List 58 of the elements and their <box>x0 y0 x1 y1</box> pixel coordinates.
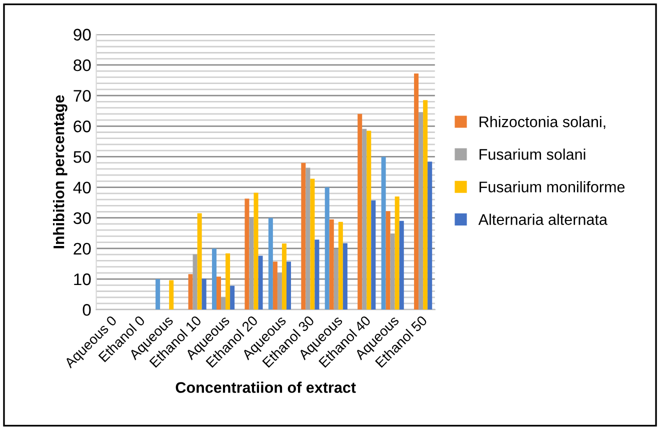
bar <box>192 254 198 310</box>
bar <box>226 253 230 310</box>
y-axis-title: Inhibition percentage <box>53 95 68 248</box>
bar <box>386 211 390 310</box>
bar <box>188 274 193 310</box>
bar <box>334 249 338 310</box>
bar <box>268 218 273 310</box>
y-tick-label: 0 <box>82 304 91 316</box>
bar <box>342 243 348 310</box>
bar <box>230 286 235 310</box>
bar <box>362 128 367 310</box>
bar <box>249 218 254 310</box>
bar <box>381 156 386 310</box>
bar <box>338 222 343 310</box>
bar <box>277 272 282 310</box>
x-axis-title: Concentratiion of extract <box>176 382 356 393</box>
bar <box>254 192 258 310</box>
bar <box>282 244 286 310</box>
bar <box>399 220 404 310</box>
bar <box>221 297 226 310</box>
y-tick-label: 50 <box>74 151 91 163</box>
y-tick-label: 80 <box>74 59 91 72</box>
bar <box>428 162 432 310</box>
bar <box>202 278 206 310</box>
bar <box>156 279 160 310</box>
legend-label: Fusarium moniliforme <box>480 181 625 192</box>
bar <box>197 213 202 310</box>
bar <box>358 114 362 310</box>
y-tick-label: 30 <box>74 212 91 224</box>
bar <box>371 200 376 310</box>
bar <box>314 240 320 310</box>
bar <box>244 198 250 310</box>
bar <box>366 130 372 310</box>
y-tick-label: 40 <box>73 182 91 194</box>
y-tick-label: 60 <box>74 120 91 132</box>
bar <box>390 233 395 310</box>
bar <box>286 262 291 310</box>
bar <box>418 112 424 310</box>
y-tick-label: 20 <box>74 242 91 255</box>
y-tick-label: 70 <box>74 90 91 102</box>
bar <box>272 262 278 310</box>
legend-label: Fusarium solani <box>480 148 586 160</box>
bar <box>216 276 222 310</box>
bar <box>310 178 315 310</box>
bar <box>423 100 428 310</box>
bar <box>212 248 216 310</box>
y-tick-label: 10 <box>74 273 91 286</box>
legend-label: Alternaria alternata <box>478 214 608 225</box>
bar <box>324 187 330 310</box>
bar <box>414 74 419 310</box>
bar <box>301 162 306 310</box>
bar <box>169 280 174 310</box>
bar <box>394 196 400 310</box>
bar <box>258 256 263 310</box>
y-tick-label: 90 <box>74 28 91 41</box>
bar <box>306 168 310 310</box>
bar <box>329 219 334 310</box>
legend-label: Rhizoctonia solani, <box>480 116 606 130</box>
